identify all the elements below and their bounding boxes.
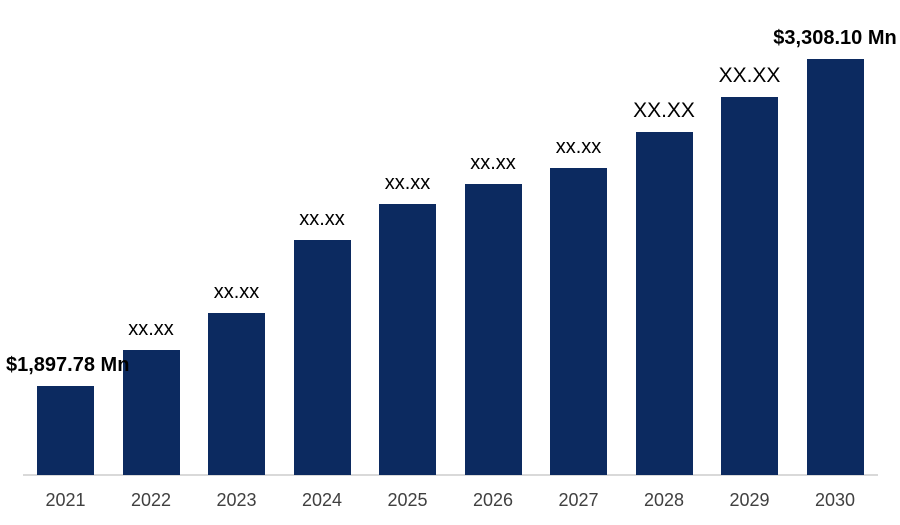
x-tick-2027: 2027 bbox=[558, 490, 599, 510]
x-tick-2026: 2026 bbox=[472, 490, 514, 510]
value-label-2024: xx.xx bbox=[299, 208, 345, 230]
x-tick-2023: 2023 bbox=[216, 490, 257, 510]
x-tick-2029: 2029 bbox=[729, 490, 770, 510]
bar-2021 bbox=[37, 386, 94, 475]
value-label-2028: XX.XX bbox=[633, 98, 695, 122]
value-label-2021: $1,897.78 Mn bbox=[6, 354, 130, 376]
x-tick-2028: 2028 bbox=[643, 490, 685, 510]
bar-2023 bbox=[208, 313, 265, 475]
bar-2028 bbox=[635, 132, 693, 475]
value-label-2030: $3,308.10 Mn bbox=[773, 27, 897, 49]
x-axis-line bbox=[23, 474, 878, 476]
value-label-2022: xx.xx bbox=[128, 318, 174, 340]
bar-2022 bbox=[122, 350, 180, 475]
value-label-2027: xx.xx bbox=[555, 136, 602, 158]
x-tick-2022: 2022 bbox=[130, 490, 172, 510]
value-label-2023: xx.xx bbox=[213, 281, 260, 303]
value-label-2029: XX.XX bbox=[718, 63, 781, 87]
bar-2024 bbox=[293, 240, 351, 475]
x-tick-2025: 2025 bbox=[387, 490, 428, 510]
bar-2029 bbox=[721, 97, 778, 475]
x-tick-2030: 2030 bbox=[814, 490, 856, 510]
value-label-2025: xx.xx bbox=[384, 172, 431, 194]
bar-2025 bbox=[379, 204, 436, 475]
bar-2027 bbox=[550, 168, 607, 475]
bar-2026 bbox=[464, 184, 522, 475]
x-tick-2021: 2021 bbox=[45, 490, 86, 510]
bar-2030 bbox=[806, 59, 864, 475]
x-tick-2024: 2024 bbox=[301, 490, 343, 510]
value-label-2026: xx.xx bbox=[470, 152, 516, 174]
